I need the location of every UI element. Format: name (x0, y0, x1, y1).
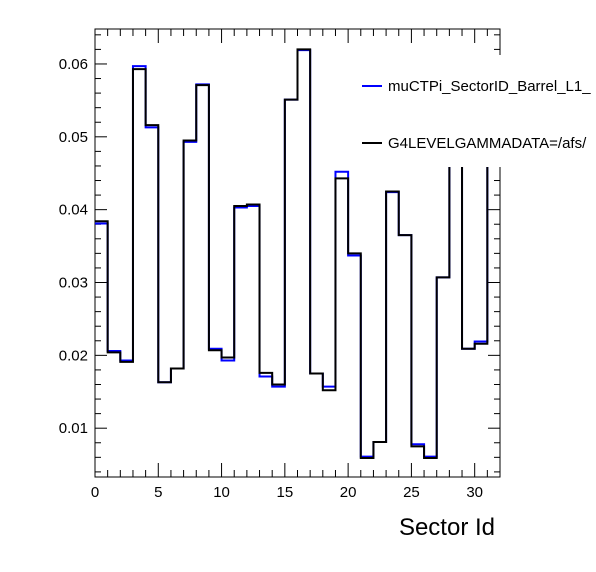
legend-label: G4LEVELGAMMADATA=/afs/ (388, 135, 587, 152)
legend: muCTPi_SectorID_Barrel_L1_ G4LEVELGAMMADA… (358, 55, 596, 167)
y-tick-label: 0.02 (59, 347, 88, 364)
y-tick-labels: 0.01 0.02 0.03 0.04 0.05 0.06 (59, 56, 88, 437)
y-tick-label: 0.06 (59, 56, 88, 73)
legend-label: muCTPi_SectorID_Barrel_L1_ (388, 78, 591, 95)
y-tick-label: 0.04 (59, 202, 88, 219)
x-tick-label: 30 (466, 484, 483, 501)
x-tick-label: 10 (213, 484, 230, 501)
x-axis-title: Sector Id (399, 514, 495, 541)
y-tick-label: 0.03 (59, 275, 88, 292)
x-tick-label: 0 (91, 484, 99, 501)
series-line-2 (95, 48, 500, 460)
series-layer (95, 48, 500, 460)
x-tick-label: 25 (403, 484, 420, 501)
x-tick-label: 20 (340, 484, 357, 501)
legend-box (358, 55, 596, 167)
x-tick-labels: 0 5 10 15 20 25 30 (91, 484, 483, 501)
y-tick-label: 0.05 (59, 129, 88, 146)
x-tick-label: 15 (277, 484, 294, 501)
y-tick-label: 0.01 (59, 420, 88, 437)
x-tick-label: 5 (154, 484, 162, 501)
